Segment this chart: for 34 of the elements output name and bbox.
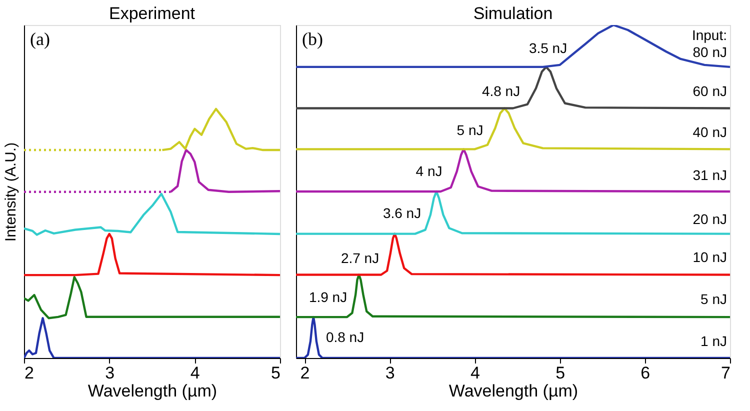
annotation: 4.8 nJ <box>482 83 520 99</box>
y-axis-title: Intensity (A.U.) <box>2 142 20 242</box>
x-tick-label: 2 <box>300 364 310 382</box>
annotation: 60 nJ <box>692 83 727 99</box>
annotation: (b) <box>302 29 323 49</box>
text: (a) <box>30 29 50 49</box>
annotation: 80 nJ <box>692 44 727 60</box>
annotation: 0.8 nJ <box>326 329 364 345</box>
x-tick-label: 5 <box>271 364 280 382</box>
annotation: 1 nJ <box>700 333 727 349</box>
x-tick-label: 6 <box>640 364 650 382</box>
x-tick-label: 5 <box>556 364 566 382</box>
x-tick-label: 3 <box>105 364 115 382</box>
annotation: 20 nJ <box>692 211 727 227</box>
chart-title: Simulation <box>473 4 553 23</box>
annotation: 31 nJ <box>692 167 727 183</box>
annotation: 1.9 nJ <box>308 289 348 305</box>
x-tick-label: 2 <box>24 364 34 382</box>
x-axis-title: Wavelength (µm) <box>448 382 578 400</box>
annotation: Input: <box>692 27 727 43</box>
annotation: 3.6 nJ <box>382 205 422 221</box>
annotation: 10 nJ <box>692 249 727 265</box>
x-tick-label: 4 <box>470 364 480 382</box>
annotation: 5 nJ <box>700 291 727 307</box>
annotation: 4 nJ <box>416 163 442 179</box>
x-axis-title: Wavelength (µm) <box>88 382 218 400</box>
x-tick-label: 4 <box>190 364 200 382</box>
x-tick-label: 3 <box>385 364 395 382</box>
annotation: 40 nJ <box>692 124 727 140</box>
x-tick-label: 7 <box>721 364 730 382</box>
annotation: 2.7 nJ <box>340 250 380 266</box>
annotation: 3.5 nJ <box>528 40 568 56</box>
chart-title: Experiment <box>109 4 196 23</box>
annotation: 5 nJ <box>456 122 484 138</box>
